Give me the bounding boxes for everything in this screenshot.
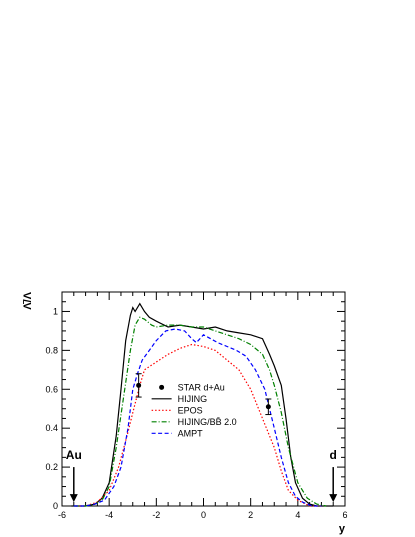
- y-tick-label: 0.4: [45, 423, 58, 433]
- annotation-label: d: [330, 448, 337, 462]
- x-axis-label: y: [339, 523, 346, 535]
- annotations-layer: Au d: [66, 448, 338, 503]
- y-tick-label: 1: [53, 306, 58, 316]
- legend-label: STAR d+Au: [178, 382, 225, 392]
- star-data-point: [136, 382, 142, 388]
- x-tick-label: 0: [201, 510, 206, 520]
- x-tick-label: -4: [105, 510, 113, 520]
- y-tick-label: 0: [53, 501, 58, 511]
- annotation-label: Au: [66, 448, 82, 462]
- legend-marker-star: [159, 384, 165, 390]
- series-line-hijing-bb-2-0: [73, 316, 327, 507]
- axis-tick-labels: -6 -4 -2 0 2 4 6 0 0.2 0.4 0.6 0.8 1: [45, 306, 347, 520]
- legend-label: EPOS: [178, 405, 203, 415]
- y-tick-label: 0.2: [45, 462, 58, 472]
- annotation-arrow-head: [329, 494, 338, 503]
- series-line-epos: [76, 343, 322, 507]
- y-axis-label: Λ̄/Λ: [22, 291, 34, 309]
- annotation-arrow-head: [69, 494, 78, 503]
- x-tick-label: -2: [152, 510, 160, 520]
- x-tick-label: 4: [295, 510, 300, 520]
- x-tick-label: -6: [58, 510, 66, 520]
- axis-ticks: [61, 291, 346, 507]
- y-tick-label: 0.8: [45, 345, 58, 355]
- x-tick-label: 2: [248, 510, 253, 520]
- legend-label: AMPT: [178, 428, 204, 438]
- data-points-layer: [135, 373, 272, 416]
- y-tick-label: 0.6: [45, 384, 58, 394]
- star-data-point: [265, 404, 271, 410]
- series-layer: [71, 302, 334, 507]
- x-tick-label: 6: [342, 510, 347, 520]
- legend-label: HIJING: [178, 394, 208, 404]
- legend-label: HIJING/BB̄ 2.0: [178, 417, 237, 427]
